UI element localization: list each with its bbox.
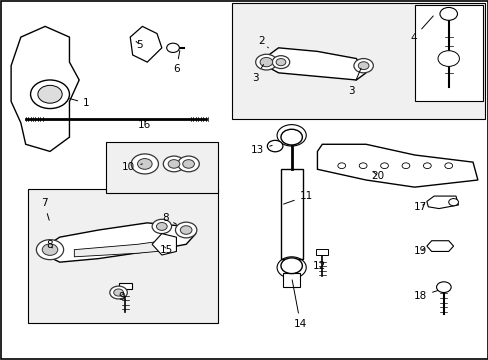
Circle shape [281,129,302,145]
Circle shape [180,226,192,234]
Circle shape [36,240,63,260]
Circle shape [255,54,277,70]
Polygon shape [317,144,477,187]
Text: 17: 17 [413,202,426,212]
Circle shape [267,140,283,152]
Text: 15: 15 [160,246,173,255]
Circle shape [359,163,366,168]
Circle shape [260,58,272,67]
Circle shape [166,43,179,53]
Circle shape [448,199,458,206]
Text: 11: 11 [283,191,312,204]
Bar [232,3,484,119]
Text: 2: 2 [258,36,268,48]
Circle shape [137,158,152,169]
Polygon shape [130,26,162,62]
Text: 4: 4 [409,16,432,43]
Text: 8: 8 [162,212,176,224]
Circle shape [178,156,199,172]
Circle shape [444,163,452,168]
Circle shape [276,59,285,66]
Text: 9: 9 [118,292,124,302]
Circle shape [281,258,302,274]
Text: 6: 6 [173,50,180,74]
Circle shape [175,222,197,238]
Text: 14: 14 [292,280,306,329]
Text: 20: 20 [371,171,384,181]
Circle shape [380,163,387,168]
Polygon shape [426,241,453,251]
Circle shape [114,289,123,296]
Text: 5: 5 [136,40,143,50]
Bar [414,5,482,102]
Circle shape [168,159,180,168]
Text: 1: 1 [70,98,90,108]
Text: 18: 18 [413,291,437,301]
Text: 10: 10 [122,162,142,172]
Text: 3: 3 [347,68,360,96]
Bar [281,169,302,258]
Circle shape [110,286,127,299]
Text: 7: 7 [41,198,49,220]
Circle shape [38,85,62,103]
Bar [283,273,300,287]
Polygon shape [426,196,458,208]
Circle shape [272,56,289,68]
Bar [119,283,131,289]
Circle shape [131,154,158,174]
Text: 3: 3 [251,64,263,83]
Polygon shape [11,26,79,152]
Circle shape [30,80,69,109]
Circle shape [358,62,368,69]
Circle shape [401,163,409,168]
Circle shape [436,282,450,293]
Bar [28,189,217,323]
Circle shape [353,59,372,73]
Circle shape [42,244,58,255]
Text: 8: 8 [46,240,53,250]
Text: 19: 19 [413,247,426,256]
Polygon shape [38,223,196,262]
Text: 13: 13 [250,145,272,156]
Polygon shape [74,239,176,257]
Polygon shape [259,48,366,80]
Circle shape [163,156,184,172]
Circle shape [337,163,345,168]
Bar [106,143,217,193]
Text: 16: 16 [138,120,151,130]
Text: 12: 12 [313,261,326,271]
Circle shape [156,222,167,230]
Circle shape [437,51,458,66]
Circle shape [439,8,457,20]
Circle shape [423,163,430,168]
Circle shape [152,219,171,234]
Polygon shape [152,234,176,255]
Circle shape [183,159,194,168]
Bar [316,249,327,255]
